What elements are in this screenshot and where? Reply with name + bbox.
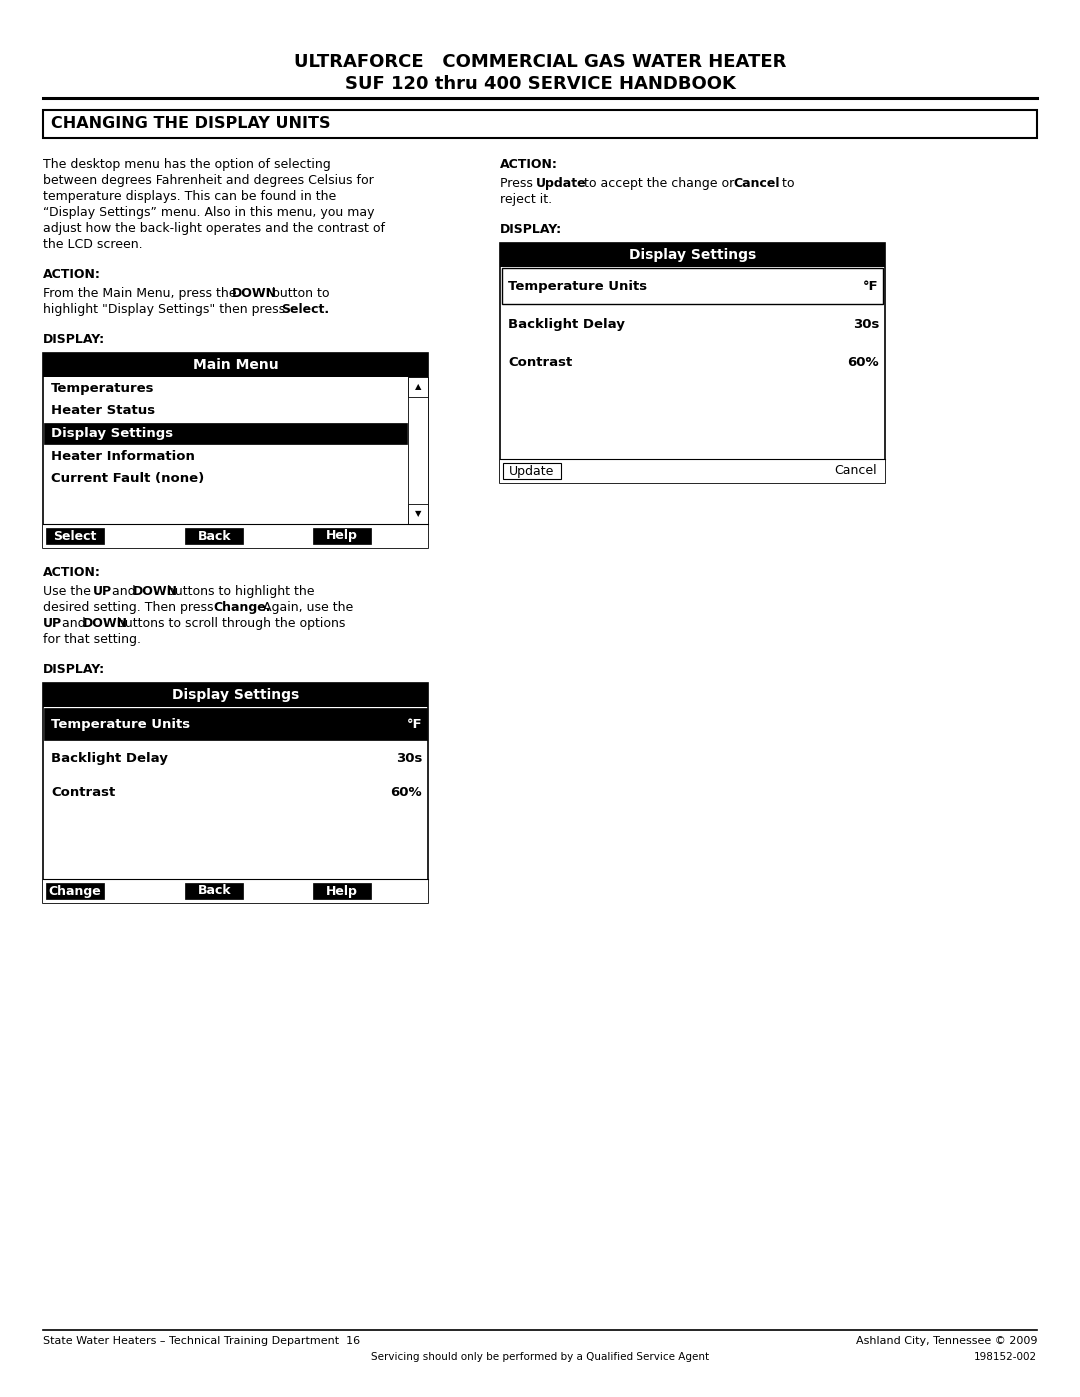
Text: ACTION:: ACTION: bbox=[43, 566, 100, 578]
Bar bbox=[43, 353, 428, 377]
Text: Help: Help bbox=[325, 884, 357, 897]
Text: highlight "Display Settings" then press: highlight "Display Settings" then press bbox=[43, 303, 289, 316]
Text: Main Menu: Main Menu bbox=[192, 358, 279, 372]
Text: °F: °F bbox=[406, 718, 422, 731]
Text: UP: UP bbox=[93, 585, 112, 598]
Text: ▼: ▼ bbox=[415, 510, 421, 518]
Text: Display Settings: Display Settings bbox=[51, 427, 173, 440]
Text: State Water Heaters – Technical Training Department  16: State Water Heaters – Technical Training… bbox=[43, 1336, 360, 1345]
Text: Cancel: Cancel bbox=[835, 464, 877, 478]
Bar bbox=[500, 460, 885, 483]
Text: ULTRAFORCE   COMMERCIAL GAS WATER HEATER: ULTRAFORCE COMMERCIAL GAS WATER HEATER bbox=[294, 53, 786, 71]
Text: for that setting.: for that setting. bbox=[43, 633, 141, 645]
Text: to: to bbox=[778, 177, 795, 190]
Text: 60%: 60% bbox=[390, 787, 422, 799]
Text: button to: button to bbox=[268, 286, 329, 300]
Bar bbox=[186, 883, 243, 900]
Text: DISPLAY:: DISPLAY: bbox=[43, 664, 105, 676]
Text: DOWN: DOWN bbox=[133, 585, 178, 598]
Text: SUF 120 thru 400 SERVICE HANDBOOK: SUF 120 thru 400 SERVICE HANDBOOK bbox=[345, 75, 735, 94]
Bar bbox=[44, 708, 427, 740]
Text: to accept the change or: to accept the change or bbox=[580, 177, 739, 190]
Text: buttons to highlight the: buttons to highlight the bbox=[163, 585, 314, 598]
Text: Backlight Delay: Backlight Delay bbox=[51, 752, 167, 766]
Text: adjust how the back-light operates and the contrast of: adjust how the back-light operates and t… bbox=[43, 222, 384, 235]
Bar bbox=[43, 879, 428, 902]
Bar bbox=[43, 353, 428, 548]
Text: The desktop menu has the option of selecting: The desktop menu has the option of selec… bbox=[43, 158, 330, 170]
Bar bbox=[408, 504, 428, 524]
Text: From the Main Menu, press the: From the Main Menu, press the bbox=[43, 286, 241, 300]
Bar bbox=[43, 524, 428, 548]
Text: buttons to scroll through the options: buttons to scroll through the options bbox=[113, 617, 346, 630]
Text: Contrast: Contrast bbox=[51, 787, 116, 799]
Text: the LCD screen.: the LCD screen. bbox=[43, 237, 143, 251]
Bar bbox=[186, 528, 243, 543]
Text: DOWN: DOWN bbox=[83, 617, 129, 630]
Bar bbox=[44, 423, 407, 444]
Text: ▲: ▲ bbox=[415, 383, 421, 391]
Text: and: and bbox=[108, 585, 139, 598]
Bar bbox=[46, 883, 104, 900]
Text: 30s: 30s bbox=[395, 752, 422, 766]
Text: Temperatures: Temperatures bbox=[51, 381, 154, 395]
Text: ACTION:: ACTION: bbox=[43, 268, 100, 281]
Bar bbox=[408, 377, 428, 397]
Bar bbox=[312, 883, 370, 900]
Bar bbox=[502, 268, 883, 305]
Text: Help: Help bbox=[325, 529, 357, 542]
Text: Use the: Use the bbox=[43, 585, 95, 598]
Text: and: and bbox=[58, 617, 90, 630]
Text: reject it.: reject it. bbox=[500, 193, 552, 205]
Text: between degrees Fahrenheit and degrees Celsius for: between degrees Fahrenheit and degrees C… bbox=[43, 175, 374, 187]
Text: Select.: Select. bbox=[281, 303, 329, 316]
Text: Cancel: Cancel bbox=[733, 177, 780, 190]
Bar bbox=[312, 528, 370, 543]
Text: Temperature Units: Temperature Units bbox=[51, 718, 190, 731]
Text: desired setting. Then press: desired setting. Then press bbox=[43, 601, 217, 615]
Text: Backlight Delay: Backlight Delay bbox=[508, 319, 625, 331]
Text: Press: Press bbox=[500, 177, 537, 190]
Text: UP: UP bbox=[43, 617, 63, 630]
Text: Temperature Units: Temperature Units bbox=[508, 279, 647, 293]
Text: Select: Select bbox=[53, 529, 97, 542]
Text: Servicing should only be performed by a Qualified Service Agent: Servicing should only be performed by a … bbox=[370, 1352, 710, 1362]
Text: Current Fault (none): Current Fault (none) bbox=[51, 472, 204, 485]
Bar bbox=[43, 683, 428, 902]
Text: DISPLAY:: DISPLAY: bbox=[43, 332, 105, 346]
Text: temperature displays. This can be found in the: temperature displays. This can be found … bbox=[43, 190, 336, 203]
Text: Heater Status: Heater Status bbox=[51, 404, 156, 418]
Text: ACTION:: ACTION: bbox=[500, 158, 558, 170]
Text: 198152-002: 198152-002 bbox=[974, 1352, 1037, 1362]
Bar bbox=[43, 683, 428, 707]
Bar bbox=[43, 110, 1037, 138]
Text: 60%: 60% bbox=[848, 356, 879, 369]
Text: 30s: 30s bbox=[852, 319, 879, 331]
Text: Ashland City, Tennessee © 2009: Ashland City, Tennessee © 2009 bbox=[855, 1336, 1037, 1345]
Text: CHANGING THE DISPLAY UNITS: CHANGING THE DISPLAY UNITS bbox=[51, 116, 330, 131]
Text: DOWN: DOWN bbox=[232, 286, 276, 300]
Bar bbox=[503, 462, 561, 479]
Text: Display Settings: Display Settings bbox=[629, 249, 756, 263]
Bar bbox=[500, 243, 885, 267]
Text: Update: Update bbox=[510, 464, 555, 478]
Text: Back: Back bbox=[198, 529, 231, 542]
Text: Heater Information: Heater Information bbox=[51, 450, 194, 462]
Bar bbox=[500, 243, 885, 483]
Text: DISPLAY:: DISPLAY: bbox=[500, 224, 562, 236]
Text: Back: Back bbox=[198, 884, 231, 897]
Text: Contrast: Contrast bbox=[508, 356, 572, 369]
Text: Again, use the: Again, use the bbox=[259, 601, 353, 615]
Text: Display Settings: Display Settings bbox=[172, 687, 299, 703]
Bar bbox=[408, 377, 428, 524]
Text: Change.: Change. bbox=[213, 601, 270, 615]
Text: °F: °F bbox=[863, 279, 879, 293]
Bar bbox=[46, 528, 104, 543]
Text: “Display Settings” menu. Also in this menu, you may: “Display Settings” menu. Also in this me… bbox=[43, 205, 375, 219]
Text: Update: Update bbox=[536, 177, 586, 190]
Text: Change: Change bbox=[49, 884, 102, 897]
